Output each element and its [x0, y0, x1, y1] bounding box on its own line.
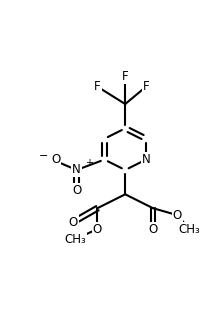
Text: N: N [142, 153, 151, 166]
Text: F: F [94, 80, 101, 93]
Text: O: O [51, 153, 60, 166]
Text: CH₃: CH₃ [179, 222, 200, 235]
Text: CH₃: CH₃ [64, 233, 86, 246]
Text: O: O [148, 222, 158, 235]
Text: O: O [173, 209, 182, 222]
Text: O: O [72, 184, 81, 197]
Text: O: O [93, 222, 102, 235]
Text: O: O [69, 216, 78, 228]
Text: −: − [39, 151, 48, 161]
Text: F: F [143, 80, 149, 93]
Text: N: N [72, 163, 81, 177]
Text: F: F [122, 70, 129, 83]
Text: +: + [85, 158, 93, 168]
